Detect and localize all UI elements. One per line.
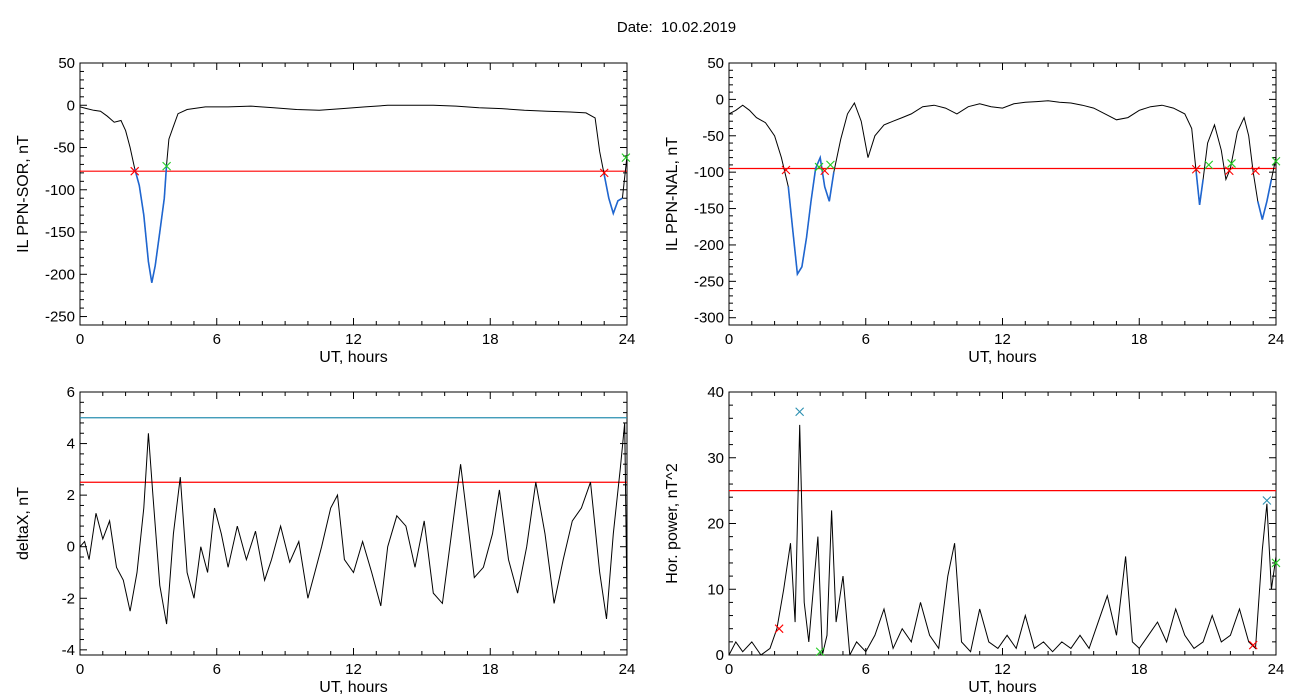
x-marker [815, 647, 825, 657]
x-marker [1262, 496, 1272, 505]
y-axis-label: deltaX, nT [15, 487, 32, 560]
x-marker [781, 165, 791, 175]
x-tick-label: 18 [482, 661, 499, 678]
x-marker [795, 407, 805, 417]
x-marker [774, 624, 784, 634]
series-line [729, 100, 1276, 276]
y-tick-label: 4 [67, 436, 75, 453]
x-tick-label: 12 [345, 331, 362, 348]
y-axis-label: IL PPN-SOR, nT [15, 135, 32, 253]
x-marker [1227, 159, 1236, 168]
y-tick-label: 50 [707, 55, 724, 72]
x-marker [1271, 156, 1281, 166]
y-axis-label: IL PPN-NAL, nT [664, 137, 681, 251]
x-tick-label: 0 [725, 331, 733, 348]
y-tick-label: -150 [694, 201, 724, 218]
x-marker [1224, 166, 1234, 176]
panel-ppn-sor: 0 6 12 18 24 50 0 -50 -100 -150 -200 -250 UT, hours I… [15, 55, 635, 366]
x-tick-label: 12 [345, 661, 362, 678]
x-tick-label: 18 [1131, 661, 1148, 678]
y-tick-label: -150 [45, 224, 75, 241]
panel-ppn-nal: 0 6 12 18 24 50 0 -50 -100 -150 -200 -250 -300 UT, ho… [664, 55, 1284, 366]
y-tick-label: -50 [53, 140, 75, 157]
panel-hor-power: 0 6 12 18 24 40 30 20 10 0 UT, hours Hor. power, nT… [664, 384, 1284, 696]
y-tick-label: -200 [694, 237, 724, 254]
plot-frame [79, 391, 628, 656]
y-tick-label: 40 [707, 384, 724, 401]
highlight-segment [603, 174, 623, 216]
series-line [80, 104, 627, 283]
x-axis-label: UT, hours [319, 679, 387, 696]
series-line [80, 422, 627, 625]
y-tick-label: 0 [716, 91, 724, 108]
y-tick-label: 6 [67, 384, 75, 401]
x-marker [1191, 164, 1201, 174]
y-tick-label: 0 [67, 97, 75, 114]
highlight-segment [1195, 172, 1204, 206]
y-tick-label: -100 [45, 182, 75, 199]
x-tick-label: 12 [994, 661, 1011, 678]
x-tick-label: 24 [1268, 331, 1285, 348]
x-tick-label: 18 [1131, 331, 1148, 348]
series-line [729, 424, 1276, 655]
y-tick-label: -300 [694, 310, 724, 327]
x-tick-label: 24 [619, 661, 636, 678]
y-axis-label: Hor. power, nT^2 [664, 463, 681, 584]
x-marker [1248, 640, 1258, 650]
x-marker [1271, 558, 1281, 568]
x-marker [826, 160, 835, 170]
y-tick-label: -4 [62, 642, 75, 659]
x-axis-label: UT, hours [319, 349, 387, 366]
y-tick-label: -250 [694, 273, 724, 290]
x-marker [621, 153, 631, 163]
x-marker [599, 168, 609, 178]
y-tick-label: -50 [702, 128, 724, 145]
panel-deltax: 0 6 12 18 24 6 4 2 0 -2 -4 UT, hours deltaX, nT [15, 384, 635, 696]
y-tick-label: -250 [45, 309, 75, 326]
y-tick-label: 30 [707, 450, 724, 467]
x-tick-label: 24 [1268, 661, 1285, 678]
x-axis-label: UT, hours [968, 349, 1036, 366]
x-tick-label: 6 [213, 661, 221, 678]
y-tick-label: 20 [707, 516, 724, 533]
y-tick-label: 0 [716, 647, 724, 664]
y-tick-label: 50 [58, 55, 75, 72]
x-marker [1251, 166, 1260, 176]
x-tick-label: 6 [862, 661, 870, 678]
y-tick-label: -2 [62, 590, 75, 607]
x-tick-label: 24 [619, 331, 636, 348]
y-tick-label: -100 [694, 164, 724, 181]
x-tick-label: 0 [76, 331, 84, 348]
x-marker [130, 166, 140, 176]
x-tick-label: 12 [994, 331, 1011, 348]
y-tick-label: 0 [67, 539, 75, 556]
plot-frame [728, 62, 1277, 326]
y-tick-label: 10 [707, 581, 724, 598]
x-axis-label: UT, hours [968, 679, 1036, 696]
x-tick-label: 0 [725, 661, 733, 678]
highlight-segment [133, 164, 168, 283]
highlight-segment [1257, 179, 1273, 220]
x-tick-label: 0 [76, 661, 84, 678]
x-tick-label: 6 [213, 331, 221, 348]
x-marker [162, 161, 171, 171]
highlight-segment [787, 154, 835, 277]
y-tick-label: 2 [67, 487, 75, 504]
y-tick-label: -200 [45, 266, 75, 283]
figure-date-title: Date: 10.02.2019 [616, 19, 737, 36]
x-marker [1204, 160, 1214, 170]
plot-frame [79, 62, 628, 326]
x-marker [814, 162, 824, 172]
x-tick-label: 6 [862, 331, 870, 348]
x-tick-label: 18 [482, 331, 499, 348]
